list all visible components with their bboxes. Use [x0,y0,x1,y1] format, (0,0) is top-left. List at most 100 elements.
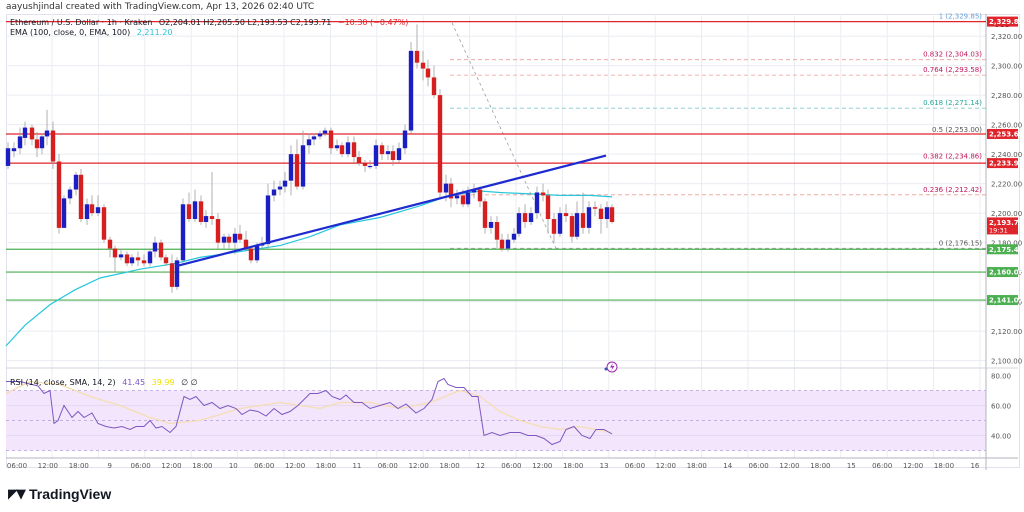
time-tick-label: 06:00 [749,462,769,470]
candle-down [390,151,396,161]
candle-up [203,216,209,222]
fib-level-label: 1 (2,329.85) [939,13,983,21]
fib-level-label: 0.5 (2,253.00) [932,126,982,134]
candle-down [477,189,483,202]
candle-up [317,133,323,137]
candle-down [420,62,426,69]
candle-down [124,254,130,264]
fib-level-label: 0.832 (2,304.03) [923,51,982,59]
candle-up [534,192,540,214]
candle-down [351,142,357,158]
fib-diagonal-line [451,22,557,249]
time-tick-label: 06:00 [131,462,151,470]
price-tick-label: 2,260.00 [991,122,1022,130]
candle-down [328,130,334,149]
price-badge-label: 2,141.07 [989,297,1024,305]
candle-down [592,207,598,209]
candle-up [265,195,271,245]
price-tick-label: 2,300.00 [991,63,1022,71]
price-badge-label: 2,329.85 [989,18,1024,26]
alert-lightning-icon[interactable] [604,361,618,373]
candle-down [598,208,604,220]
candle-up [61,198,67,228]
candle-up [288,154,294,181]
tradingview-mark-icon: ◤▼ [8,486,26,502]
candle-down [551,219,557,234]
price-badge-label: 2,253.66 [989,130,1024,138]
candle-up [443,183,449,193]
time-tick-label: 06:00 [254,462,274,470]
time-tick-label: 06:00 [872,462,892,470]
chart-credit: aayushjindal created with TradingView.co… [6,2,315,12]
candle-down [163,257,169,264]
time-tick-label: 13 [600,462,609,470]
candle-up [454,195,460,199]
price-badge-label: 2,175.49 [989,246,1024,254]
candle-down [448,183,454,199]
candle-up [22,127,28,138]
candle-down [141,260,147,264]
candle-up [402,130,408,149]
time-tick-label: 06:00 [7,462,27,470]
rsi-band [6,390,986,451]
candle-up [39,136,45,149]
candle-up [488,221,494,228]
candle-up [232,233,238,243]
rsi-tick-label: 60.00 [991,403,1011,411]
candle-down [34,139,40,149]
price-badge-label: 2,193.71 [989,219,1024,227]
ohlc-values: O2,204.01 H2,205.50 L2,193.53 C2,193.71 [158,18,332,27]
time-tick-label: 12:00 [656,462,676,470]
price-badge-label: 2,233.92 [989,160,1024,168]
candle-up [505,239,511,249]
fib-level-label: 0.382 (2,234.86) [923,153,982,161]
time-tick-label: 12:00 [38,462,58,470]
candle-down [50,130,56,162]
fib-level-label: 0 (2,176.15) [939,239,983,247]
candle-up [604,207,610,220]
candle-up [334,145,340,149]
price-tick-label: 2,320.00 [991,33,1022,41]
candle-up [147,251,153,264]
tradingview-logo[interactable]: ◤▼ TradingView [8,486,111,502]
ema-label: EMA (100, close, 0, EMA, 100) [10,28,131,37]
time-tick-label: 12:00 [532,462,552,470]
rsi-label: RSI (14, close, SMA, 14, 2) [10,378,116,387]
candle-up [465,192,471,205]
candle-down [169,263,175,287]
candle-down [540,192,546,196]
symbol-name: Ethereum / U.S. Dollar · 1h · Kraken [10,18,153,27]
candle-down [226,236,232,243]
candle-up [67,189,73,199]
ema-100-line [5,190,613,347]
candle-up [528,213,534,222]
price-tick-label: 2,100.00 [991,358,1022,366]
time-tick-label: 18:00 [687,462,707,470]
candle-up [44,130,50,137]
candle-up [192,201,198,220]
candle-up [586,207,592,228]
rsi-extra: ∅ ∅ [181,378,198,387]
candle-down [356,157,362,163]
candle-up [271,189,277,196]
time-tick-label: 9 [107,462,111,470]
candle-down [186,204,192,220]
candle-up [5,148,11,166]
candle-up [557,213,563,234]
rsi-tick-label: 80.00 [991,373,1011,381]
candle-up [322,130,328,134]
candle-up [277,186,283,190]
symbol-legend[interactable]: Ethereum / U.S. Dollar · 1h · Kraken O2,… [10,18,408,27]
price-badge [987,267,1018,278]
candle-down [580,213,586,228]
candle-up [367,165,373,168]
candle-down [89,204,95,214]
candle-down [101,207,107,240]
trendline[interactable] [175,154,607,268]
candle-down [609,207,615,222]
rsi-legend[interactable]: RSI (14, close, SMA, 14, 2) 41.45 39.99 … [10,378,198,387]
candle-down [248,248,254,261]
time-tick-label: 18:00 [810,462,830,470]
ema-legend[interactable]: EMA (100, close, 0, EMA, 100) 2,211.20 [10,28,172,37]
